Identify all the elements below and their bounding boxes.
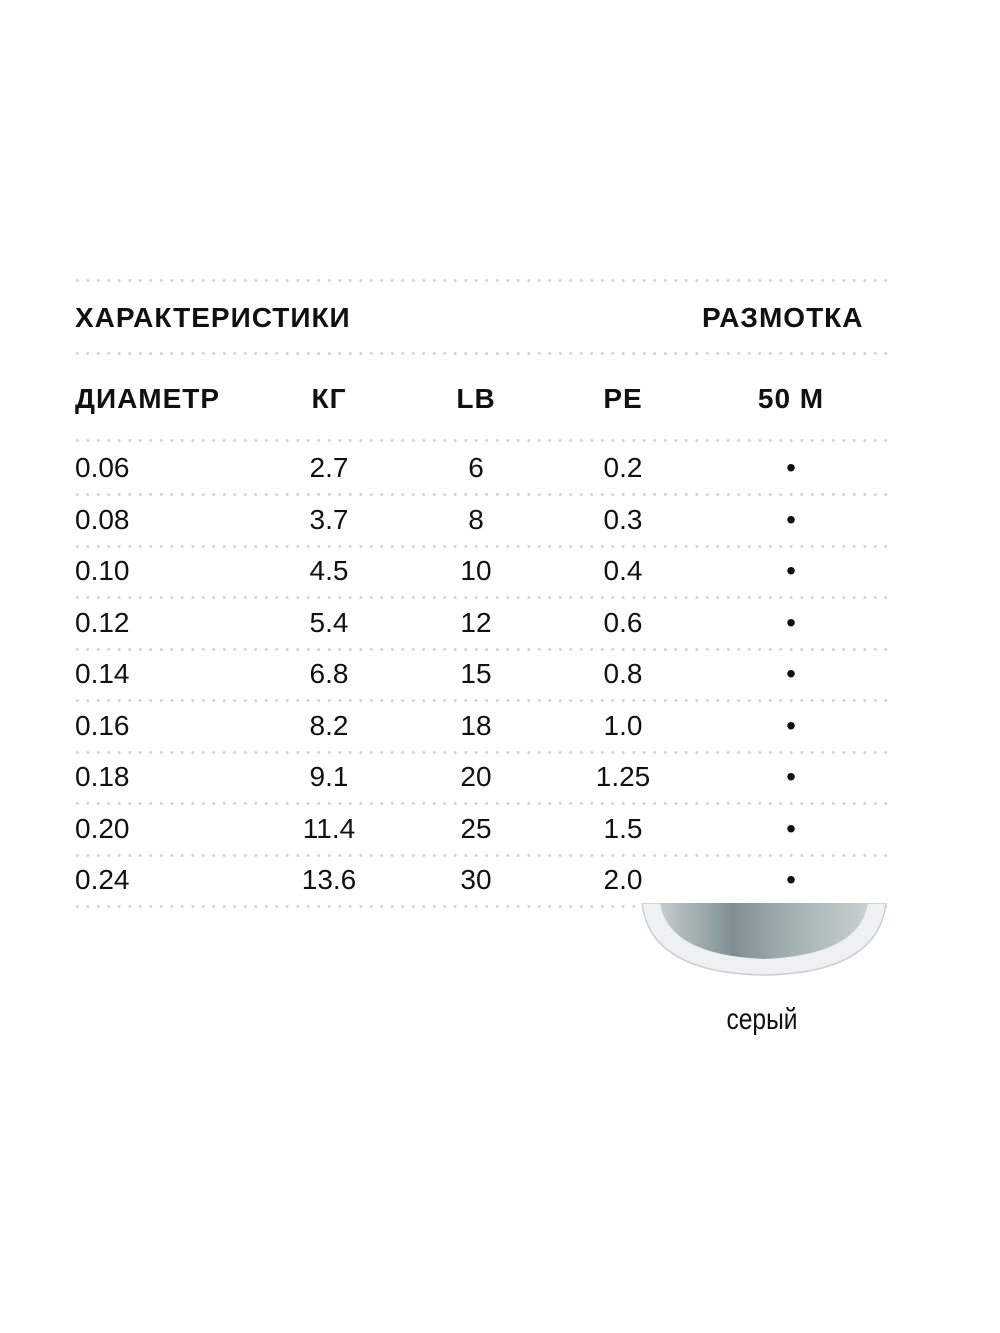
cell-kg: 8.2 xyxy=(309,709,349,741)
separator xyxy=(72,647,888,651)
cell-lb: 6 xyxy=(468,452,484,483)
cell-diameter: 0.10 xyxy=(75,555,130,586)
cell-lb: 30 xyxy=(460,864,492,895)
separator xyxy=(72,352,888,355)
cell-lb: 25 xyxy=(460,812,492,844)
cell-kg: 5.4 xyxy=(309,606,349,638)
cell-50m: • xyxy=(786,452,796,483)
separator xyxy=(72,750,888,754)
cell-kg: 11.4 xyxy=(302,812,356,844)
cell-lb: 12 xyxy=(460,606,492,638)
spool-image xyxy=(641,903,887,976)
cell-50m: • xyxy=(786,606,796,638)
separator xyxy=(72,905,888,908)
cell-pe: 0.3 xyxy=(603,503,643,535)
separator xyxy=(72,853,888,857)
cell-diameter: 0.16 xyxy=(75,709,130,741)
cell-pe: 0.6 xyxy=(603,606,643,638)
cell-kg: 9.1 xyxy=(309,761,349,792)
cell-lb: 20 xyxy=(460,761,492,792)
cell-kg: 3.7 xyxy=(309,503,349,535)
separator xyxy=(72,699,888,702)
cell-diameter: 0.18 xyxy=(75,761,130,792)
cell-lb: 15 xyxy=(460,658,492,689)
separator xyxy=(72,279,888,282)
cell-50m: • xyxy=(786,864,796,895)
cell-pe: 1.5 xyxy=(603,812,643,844)
cell-kg: 13.6 xyxy=(301,864,357,895)
cell-pe: 1.0 xyxy=(603,709,643,741)
cell-diameter: 0.20 xyxy=(75,812,130,844)
separator xyxy=(72,493,888,496)
column-header-diameter: ДИАМЕТР xyxy=(75,383,221,414)
section-title: ХАРАКТЕРИСТИКИ xyxy=(75,302,351,333)
cell-kg: 2.7 xyxy=(309,452,349,483)
cell-diameter: 0.24 xyxy=(75,864,130,895)
cell-diameter: 0.06 xyxy=(75,452,130,483)
column-header-kg: КГ xyxy=(311,383,347,414)
cell-pe: 0.2 xyxy=(603,452,643,483)
separator xyxy=(72,544,888,548)
cell-pe: 2.0 xyxy=(603,864,643,895)
cell-lb: 10 xyxy=(460,555,492,586)
cell-kg: 6.8 xyxy=(309,658,349,689)
cell-50m: • xyxy=(786,503,796,535)
column-header-pe: PE xyxy=(603,383,643,414)
separator xyxy=(72,596,888,599)
cell-diameter: 0.14 xyxy=(75,658,130,689)
cell-pe: 0.4 xyxy=(603,555,643,586)
column-header-50m: 50 М xyxy=(757,383,825,414)
cell-50m: • xyxy=(786,658,796,689)
cell-diameter: 0.08 xyxy=(75,503,130,535)
cell-50m: • xyxy=(786,555,796,586)
cell-pe: 0.8 xyxy=(603,658,643,689)
cell-lb: 8 xyxy=(468,503,484,535)
column-header-lb: LB xyxy=(456,383,496,414)
color-label: серый xyxy=(726,1003,798,1036)
cell-lb: 18 xyxy=(460,709,492,741)
winding-title: РАЗМОТКА xyxy=(702,302,864,333)
cell-50m: • xyxy=(786,812,796,844)
cell-50m: • xyxy=(786,761,796,792)
separator xyxy=(72,439,888,442)
cell-diameter: 0.12 xyxy=(75,606,130,638)
cell-kg: 4.5 xyxy=(309,555,349,586)
cell-50m: • xyxy=(786,709,796,741)
separator xyxy=(72,802,888,805)
cell-pe: 1.25 xyxy=(595,761,651,792)
